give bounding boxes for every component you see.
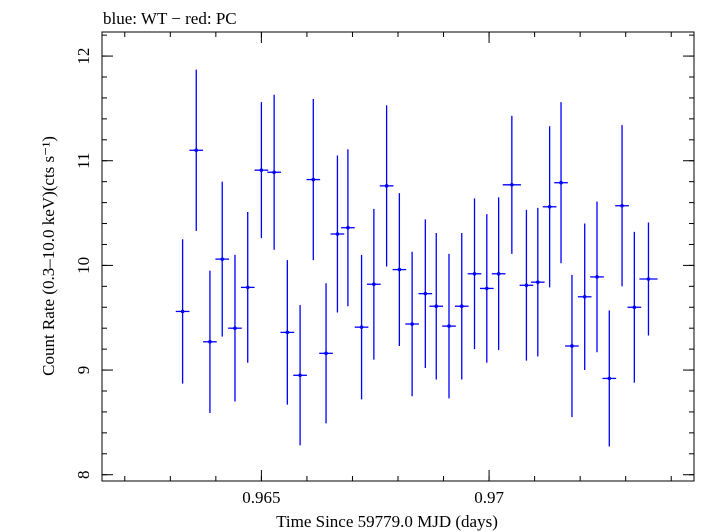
data-point	[542, 126, 557, 288]
data-point	[367, 208, 381, 360]
data-point	[554, 102, 568, 264]
point-marker	[259, 168, 264, 172]
data-point	[418, 219, 433, 368]
data-point	[392, 193, 407, 346]
point-marker	[180, 309, 185, 314]
chart-title: blue: WT − red: PC	[103, 9, 237, 28]
point-marker	[272, 170, 276, 175]
point-marker	[208, 339, 212, 344]
data-point	[530, 207, 545, 357]
data-point	[627, 231, 642, 383]
point-marker	[233, 326, 237, 330]
data-point	[491, 197, 506, 351]
point-marker	[607, 376, 612, 381]
data-point	[354, 254, 369, 400]
point-marker	[620, 203, 624, 208]
point-marker	[570, 344, 574, 348]
data-point	[189, 69, 204, 231]
data-point	[341, 149, 355, 307]
point-marker	[496, 271, 501, 276]
data-point	[602, 310, 617, 447]
axis-ticks	[102, 32, 694, 481]
data-point	[467, 198, 482, 350]
point-marker	[384, 184, 389, 188]
point-marker	[359, 325, 364, 329]
point-marker	[547, 204, 552, 209]
data-point	[267, 94, 281, 250]
data-point	[319, 283, 333, 424]
data-point	[240, 212, 255, 363]
y-axis-label: Count Rate (0.3–10.0 keV)(cts s⁻¹)	[39, 136, 58, 376]
data-point	[615, 125, 629, 287]
point-marker	[459, 304, 464, 309]
data-point	[306, 98, 321, 261]
point-marker	[524, 283, 529, 288]
point-marker	[311, 177, 316, 182]
point-marker	[245, 285, 250, 290]
y-tick-label: 12	[74, 48, 93, 65]
data-point	[590, 201, 604, 353]
data-point	[228, 254, 242, 402]
data-point	[442, 253, 456, 399]
point-marker	[372, 282, 376, 287]
point-marker	[298, 373, 302, 378]
data-point	[519, 209, 534, 361]
data-point	[330, 155, 345, 313]
point-marker	[447, 324, 451, 328]
point-marker	[582, 294, 587, 299]
point-marker	[220, 257, 225, 261]
data-point	[254, 102, 269, 239]
point-marker	[510, 183, 514, 187]
data-point	[280, 260, 295, 405]
y-tick-label: 9	[74, 366, 93, 375]
data-point	[565, 274, 579, 418]
x-axis-label: Time Since 59779.0 MJD (days)	[276, 512, 498, 531]
data-points	[175, 69, 658, 447]
tick-labels: 0.965 0.97 8 9 10 11 12	[74, 48, 504, 507]
data-point	[454, 232, 469, 380]
data-point	[577, 223, 592, 371]
data-point	[429, 232, 444, 380]
point-marker	[335, 232, 340, 236]
data-point	[405, 251, 419, 397]
data-point	[639, 222, 658, 336]
point-marker	[346, 225, 350, 230]
point-marker	[536, 280, 540, 284]
data-point	[203, 270, 217, 413]
y-tick-label: 10	[74, 257, 93, 274]
data-point	[293, 305, 307, 446]
plot-frame	[101, 31, 695, 482]
point-marker	[559, 180, 563, 185]
point-marker	[410, 322, 414, 326]
data-point	[379, 105, 394, 267]
point-marker	[285, 330, 290, 335]
data-point	[215, 181, 230, 337]
data-point	[479, 214, 494, 363]
point-marker	[485, 286, 489, 291]
point-marker	[397, 267, 402, 272]
data-point	[175, 239, 190, 384]
y-tick-label: 11	[74, 153, 93, 169]
point-marker	[423, 291, 428, 296]
point-marker	[194, 148, 199, 153]
point-marker	[646, 277, 651, 281]
x-tick-label: 0.965	[242, 488, 280, 507]
point-marker	[472, 271, 477, 276]
point-marker	[434, 304, 439, 309]
point-marker	[595, 275, 599, 279]
point-marker	[324, 351, 328, 356]
y-tick-label: 8	[74, 470, 93, 479]
data-point	[502, 115, 521, 254]
point-marker	[632, 305, 637, 310]
x-tick-label: 0.97	[474, 488, 504, 507]
